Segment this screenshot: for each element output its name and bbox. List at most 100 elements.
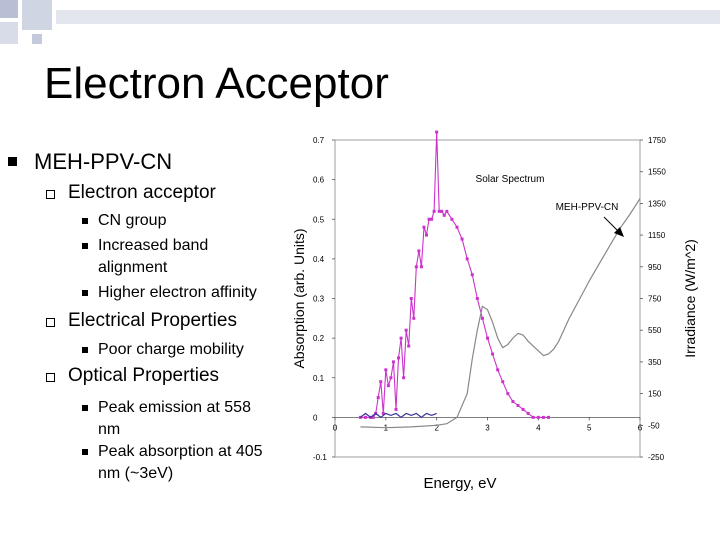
square-bullet-icon: [82, 347, 88, 353]
y2-tick-label: 950: [648, 263, 662, 272]
annotation-arrow-head: [614, 227, 624, 237]
y2-tick-label: 1350: [648, 199, 666, 208]
sub-bullet-electron-acceptor: Electron acceptor: [68, 182, 216, 203]
bullet-list: MEH-PPV-CN Electron acceptor CN group In…: [0, 0, 300, 540]
item-cn-group: CN group: [98, 212, 167, 229]
y2-tick-label: 750: [648, 295, 662, 304]
data-point: [465, 257, 469, 261]
y2-tick-label: 550: [648, 326, 662, 335]
annotation-solar-spectrum: Solar Spectrum: [476, 174, 545, 185]
header-decoration: [0, 0, 720, 44]
data-point: [432, 209, 436, 213]
annotation-meh-ppv-cn: MEH-PPV-CN: [556, 202, 619, 213]
square-bullet-icon: [82, 449, 88, 455]
item-electron-affinity: Higher electron affinity: [98, 284, 257, 301]
x-tick-label: 6: [638, 423, 643, 432]
deco-square: [0, 0, 18, 18]
square-bullet-icon: [82, 290, 88, 296]
y-tick-label: 0.6: [313, 176, 325, 185]
bullet-main: MEH-PPV-CN: [34, 149, 173, 174]
data-point: [417, 249, 421, 253]
series-line-meh-ppv-cn-low-energy: [360, 412, 437, 419]
data-point: [364, 415, 367, 419]
data-point: [470, 273, 474, 277]
data-point: [407, 344, 411, 348]
data-point: [437, 209, 441, 213]
item-peak-absorption: Peak absorption at 405: [98, 443, 263, 460]
data-point: [480, 316, 484, 320]
y2-tick-label: 1150: [648, 231, 666, 240]
y-axis-label: Absorption (arb. Units): [291, 228, 307, 368]
sub-bullet-optical: Optical Properties: [68, 365, 220, 386]
data-point: [402, 376, 406, 380]
x-tick-label: 0: [333, 423, 338, 432]
data-point: [547, 415, 550, 419]
sub-bullet-electrical: Electrical Properties: [68, 310, 237, 331]
data-point: [376, 396, 380, 400]
data-point: [425, 233, 428, 237]
hollow-square-bullet-icon: [46, 190, 55, 199]
data-point: [414, 265, 418, 269]
y2-tick-label: 350: [648, 358, 662, 367]
data-point: [419, 265, 423, 269]
deco-square: [22, 0, 52, 30]
data-point: [384, 368, 388, 372]
data-point: [450, 217, 454, 221]
data-point: [379, 380, 383, 384]
data-point: [536, 415, 540, 419]
data-point: [399, 336, 403, 340]
x-tick-label: 5: [587, 423, 592, 432]
data-point: [496, 368, 500, 372]
data-point: [397, 356, 401, 360]
y-tick-label: 0.1: [313, 374, 325, 383]
data-point: [409, 297, 413, 300]
x-tick-label: 2: [434, 423, 439, 432]
x-tick-label: 3: [485, 423, 490, 432]
y2-tick-label: 1550: [648, 168, 666, 177]
data-point: [442, 213, 446, 217]
data-point: [440, 209, 444, 213]
item-increased-band: Increased band: [98, 237, 209, 254]
x-axis-label: Energy, eV: [423, 475, 496, 492]
item-alignment: alignment: [98, 259, 168, 276]
data-point: [412, 316, 416, 320]
y-tick-label: 0.7: [313, 136, 325, 145]
hollow-square-bullet-icon: [46, 373, 55, 382]
data-point: [391, 360, 395, 364]
data-point: [526, 411, 530, 415]
item-peak-absorption-unit: nm (~3eV): [98, 465, 174, 482]
data-point: [381, 411, 385, 415]
data-point: [506, 392, 510, 396]
y-tick-label: 0.2: [313, 334, 325, 343]
deco-square: [32, 34, 42, 44]
data-point: [404, 328, 408, 332]
y2-tick-label: 1750: [648, 136, 666, 145]
square-bullet-icon: [82, 405, 88, 411]
square-bullet-icon: [82, 243, 88, 249]
data-point: [422, 225, 426, 229]
data-point: [455, 225, 459, 229]
data-point: [427, 217, 431, 221]
y2-tick-label: -50: [648, 421, 660, 430]
data-point: [491, 352, 495, 356]
data-point: [445, 209, 449, 213]
y-tick-label: 0.4: [313, 255, 325, 264]
data-point: [460, 237, 464, 241]
data-point: [371, 415, 375, 419]
square-bullet-icon: [8, 157, 17, 166]
data-point: [511, 400, 515, 404]
y-tick-label: -0.1: [313, 453, 327, 462]
data-point: [475, 297, 479, 300]
deco-square: [0, 22, 18, 44]
deco-band: [56, 10, 720, 24]
data-point: [516, 403, 520, 407]
y2-tick-label: -250: [648, 453, 665, 462]
x-tick-label: 4: [536, 423, 541, 432]
data-point: [531, 415, 535, 419]
y-tick-label: 0.5: [313, 215, 325, 224]
series-line-meh-ppv-cn: [360, 198, 641, 429]
y-tick-label: 0: [313, 413, 318, 422]
item-peak-emission: Peak emission at 558: [98, 399, 251, 416]
data-point: [430, 217, 434, 221]
plot-frame: [334, 139, 641, 458]
